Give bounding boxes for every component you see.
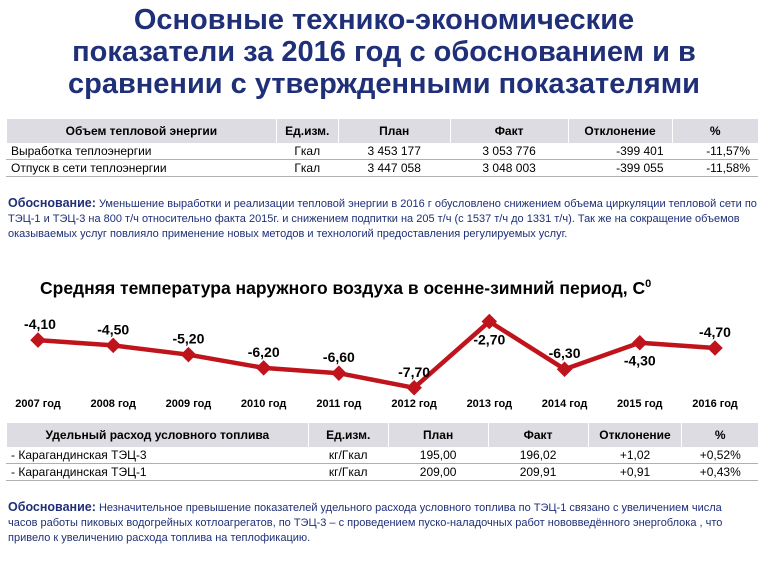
series-line <box>37 319 716 391</box>
table-cell: +0,43% <box>681 463 758 481</box>
data-label: -4,50 <box>97 321 129 337</box>
data-label: -2,70 <box>473 332 505 348</box>
table-cell: Гкал <box>275 143 339 160</box>
table-cell: +1,02 <box>587 447 682 464</box>
x-tick-label: 2007 год <box>15 398 61 410</box>
table-cell: 209,00 <box>387 463 489 481</box>
table-cell: Гкал <box>275 159 339 177</box>
table-cell: - Карагандинская ТЭЦ-3 <box>6 447 309 464</box>
chart-title-text: Средняя температура наружного воздуха в … <box>40 278 646 298</box>
table-row: Отпуск в сети теплоэнергии Гкал 3 447 05… <box>6 159 758 177</box>
x-tick-label: 2012 год <box>391 398 437 410</box>
page-title-line-1: Основные технико-экономические <box>133 4 635 36</box>
column-header: Отклонение <box>587 423 682 447</box>
table-cell: +0,52% <box>681 447 758 464</box>
table-row: - Карагандинская ТЭЦ-3 кг/Гкал 195,00 19… <box>6 447 758 464</box>
table-cell: кг/Гкал <box>307 447 389 464</box>
table-cell: - Карагандинская ТЭЦ-1 <box>6 463 309 481</box>
justification-label: Обоснование: <box>8 500 96 514</box>
data-label: -4,30 <box>624 353 656 369</box>
column-header: План <box>387 423 489 447</box>
x-tick-label: 2009 год <box>166 398 212 410</box>
table-row: - Карагандинская ТЭЦ-1 кг/Гкал 209,00 20… <box>6 463 758 481</box>
data-point <box>255 360 272 376</box>
heat-energy-table: Объем тепловой энергии Ед.изм. План Факт… <box>6 119 758 177</box>
data-point <box>180 346 197 363</box>
page-title: Основные технико-экономические показател… <box>0 4 768 100</box>
table-cell: 196,02 <box>487 447 589 464</box>
table-header-row: Удельный расход условного топлива Ед.изм… <box>6 423 758 447</box>
x-tick-label: 2010 год <box>241 398 287 410</box>
column-header: Ед.изм. <box>275 119 339 143</box>
column-header: Удельный расход условного топлива <box>6 423 309 447</box>
column-header: % <box>681 423 758 447</box>
x-tick-label: 2014 год <box>542 398 588 410</box>
x-tick-label: 2013 год <box>467 398 513 410</box>
table-cell: 3 053 776 <box>449 143 569 160</box>
table-cell: 3 048 003 <box>449 159 569 177</box>
table-cell: -399 401 <box>567 143 673 160</box>
temperature-line-chart: -4,10 2007 год -4,50 2008 год -5,20 2009 год -… <box>15 313 738 410</box>
column-header: Объем тепловой энергии <box>6 119 277 143</box>
x-tick-label: 2016 год <box>692 398 738 410</box>
column-header: Отклонение <box>567 119 673 143</box>
data-label: -7,70 <box>398 364 430 380</box>
data-point <box>30 332 46 348</box>
data-point <box>631 334 648 351</box>
data-point <box>331 365 347 381</box>
table-cell: 3 447 058 <box>337 159 451 177</box>
data-label: -4,70 <box>699 324 731 340</box>
data-point <box>105 337 122 354</box>
table-cell: 209,91 <box>487 463 589 481</box>
justification-text: Уменьшение выработки и реализации теплов… <box>8 198 757 240</box>
data-label: -5,20 <box>172 331 204 347</box>
data-label: -6,60 <box>323 349 355 365</box>
x-tick-label: 2008 год <box>90 398 136 410</box>
table-header-row: Объем тепловой энергии Ед.изм. План Факт… <box>6 119 758 143</box>
page-title-line-2: показатели за 2016 год с обоснованием и … <box>72 36 696 68</box>
table-cell: -399 055 <box>567 159 673 177</box>
page-title-line-3: сравнении с утвержденными показателями <box>67 68 701 100</box>
table-cell: -11,58% <box>671 159 758 177</box>
x-tick-label: 2015 год <box>617 398 663 410</box>
justification-1: Обоснование: Уменьшение выработки и реал… <box>8 196 758 242</box>
column-header: Ед.изм. <box>307 423 389 447</box>
table-cell: +0,91 <box>587 463 682 481</box>
x-tick-label: 2011 год <box>316 398 361 410</box>
justification-text: Незначительное превышение показателей уд… <box>8 502 723 544</box>
column-header: План <box>337 119 451 143</box>
column-header: Факт <box>487 423 589 447</box>
data-label: -6,20 <box>248 344 280 360</box>
data-point <box>707 340 723 356</box>
table-cell: Отпуск в сети теплоэнергии <box>6 159 277 177</box>
table-cell: Выработка теплоэнергии <box>6 143 277 160</box>
justification-2: Обоснование: Незначительное превышение п… <box>8 500 748 546</box>
table-cell: кг/Гкал <box>307 463 389 481</box>
table-row: Выработка теплоэнергии Гкал 3 453 177 3 … <box>6 143 758 160</box>
justification-label: Обоснование: <box>8 196 96 210</box>
table-cell: 195,00 <box>387 447 489 464</box>
chart-title: Средняя температура наружного воздуха в … <box>40 278 651 299</box>
data-label: -4,10 <box>24 316 56 332</box>
chart-title-superscript: 0 <box>645 278 652 291</box>
data-label: -6,30 <box>549 345 581 361</box>
column-header: % <box>671 119 758 143</box>
fuel-consumption-table: Удельный расход условного топлива Ед.изм… <box>6 423 758 481</box>
table-cell: 3 453 177 <box>337 143 451 160</box>
table-cell: -11,57% <box>671 143 758 160</box>
column-header: Факт <box>449 119 569 143</box>
